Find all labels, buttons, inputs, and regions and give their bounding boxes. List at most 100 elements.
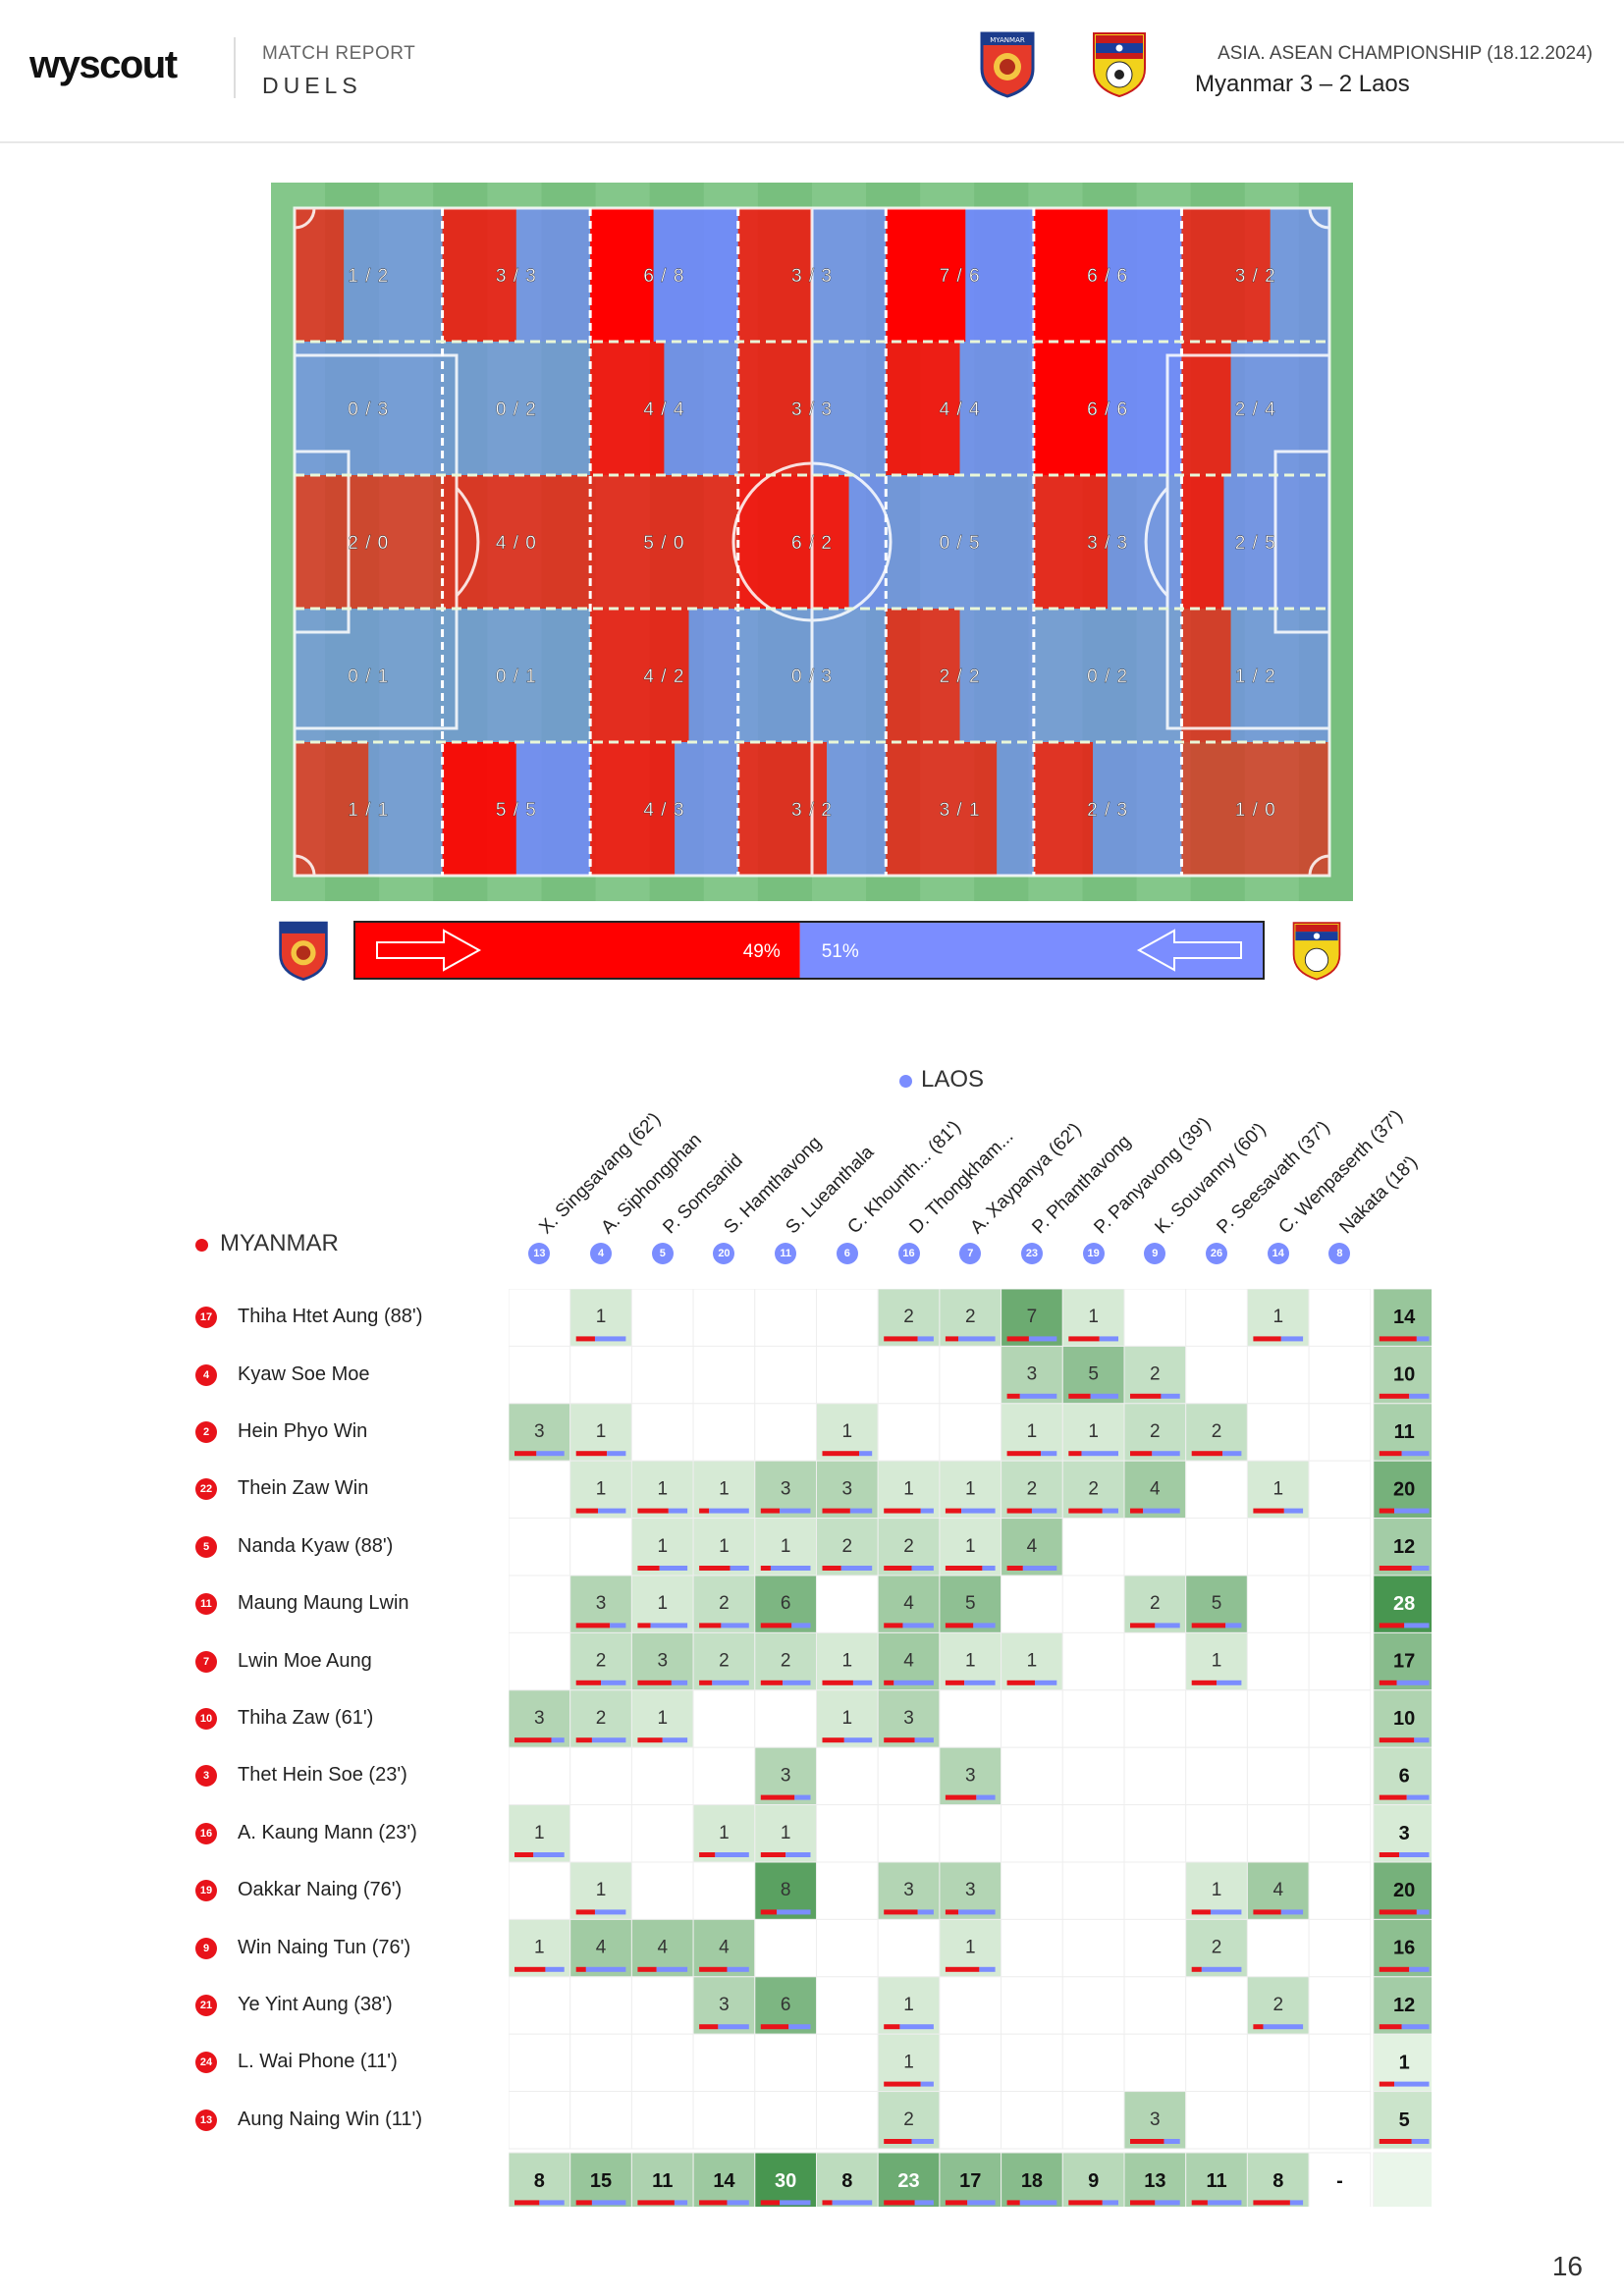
away-player-number-badge: 7 [959, 1243, 982, 1264]
cell-away-share [1034, 1680, 1057, 1685]
matrix-cell-value: 1 [781, 1536, 791, 1557]
pitch-cell-home [1181, 342, 1231, 475]
matrix-cell [1308, 1518, 1372, 1576]
cell-away-share [859, 1451, 873, 1457]
matrix-cell [1308, 1575, 1372, 1633]
cell-home-share [760, 1680, 784, 1685]
cell-home-share [1253, 1909, 1281, 1915]
column-total-cell [509, 2152, 571, 2207]
cell-away-share [545, 1966, 565, 1972]
pitch-cell-label: 0 / 3 [791, 667, 833, 687]
coltotal-away-share [1155, 2200, 1180, 2206]
pitch-cell-home [1033, 742, 1094, 876]
column-total-cell [1185, 2152, 1248, 2207]
coltotal-home-share [514, 2200, 540, 2206]
matrix-cell [1246, 1689, 1310, 1748]
home-player-number-badge: 21 [195, 1995, 217, 2016]
home-player-number-badge: 10 [195, 1708, 217, 1730]
pitch-cell-away [1033, 609, 1182, 742]
matrix-cell [754, 1403, 818, 1462]
matrix-cell [1308, 1976, 1372, 2035]
matrix-cell-value: 3 [1027, 1364, 1038, 1385]
cell-home-share [575, 1508, 599, 1514]
coltotal-home-share [945, 2200, 968, 2206]
matrix-cell-value: 1 [1088, 1307, 1099, 1327]
matrix-cell [1061, 2033, 1125, 2093]
matrix-cell-value: 1 [842, 1708, 853, 1729]
pitch-cell-home [886, 609, 960, 742]
matrix-cell-value: 1 [903, 1478, 914, 1499]
away-player-name: D. Thongkham... [904, 1126, 1017, 1239]
row-total-value: 1 [1399, 2052, 1410, 2073]
row-total-value: 5 [1399, 2109, 1410, 2131]
pitch-cell-label: 6 / 8 [643, 266, 684, 287]
pitch-cell-home [737, 475, 849, 609]
cell-away-share [591, 1737, 626, 1743]
cell-away-share [721, 1623, 749, 1629]
total-home-share [1379, 2024, 1402, 2030]
crest-text: MYANMAR [990, 36, 1025, 44]
away-player-number-badge: 16 [897, 1243, 920, 1264]
matrix-cell [509, 1345, 571, 1405]
total-home-share [1379, 1623, 1405, 1629]
cell-away-share [1028, 1336, 1057, 1342]
matrix-cell-value: 2 [965, 1307, 976, 1327]
coltotal-home-share [1130, 2200, 1156, 2206]
cell-home-share [760, 1909, 778, 1915]
pitch-cell-label: 3 / 3 [791, 400, 833, 420]
pitch-cell-label: 3 / 3 [496, 266, 537, 287]
pitch-cell-away [664, 342, 738, 475]
pitch-cell-home [442, 475, 591, 609]
pitch-cell-label: 2 / 5 [1235, 533, 1276, 554]
matrix-cell-value: 1 [719, 1478, 730, 1499]
cell-home-share [637, 1623, 651, 1629]
duels-pitch-map: 1 / 2 3 / 3 6 / 8 3 / 3 7 / 6 6 / 6 3 / 2 0 / 3… [271, 183, 1353, 901]
matrix-cell-value: 4 [903, 1593, 914, 1614]
total-away-share [1406, 1794, 1430, 1800]
matrix-cell [1061, 2091, 1125, 2150]
pitch-cell-label: 4 / 3 [643, 800, 684, 821]
pitch-cell-away [959, 609, 1034, 742]
matrix-cell [816, 1575, 879, 1633]
coltotal-away-share [1019, 2200, 1057, 2206]
matrix-cell-value: 1 [719, 1823, 730, 1843]
matrix-cell-value: 1 [903, 1995, 914, 2015]
matrix-cell-value: 3 [965, 1880, 976, 1900]
row-total-value: 6 [1399, 1765, 1410, 1787]
cell-home-share [760, 1508, 781, 1514]
cell-away-share [914, 1737, 934, 1743]
matrix-cell-value: 4 [1150, 1478, 1161, 1499]
matrix-cell [569, 1345, 632, 1405]
cell-home-share [1253, 2024, 1264, 2030]
cell-away-share [958, 1336, 996, 1342]
matrix-cell [1185, 2091, 1248, 2150]
total-home-share [1379, 1566, 1412, 1571]
matrix-cell-value: 2 [1272, 1995, 1283, 2015]
matrix-cell-value: 2 [1150, 1364, 1161, 1385]
away-player-number-badge: 6 [836, 1243, 858, 1264]
matrix-cell [1185, 1460, 1248, 1520]
matrix-cell-value: 2 [1027, 1478, 1038, 1499]
cell-away-share [601, 1680, 626, 1685]
matrix-cell [1061, 1918, 1125, 1978]
cell-home-share [945, 1909, 959, 1915]
total-away-share [1399, 1852, 1430, 1857]
cell-away-share [536, 1451, 565, 1457]
column-total-value: - [1336, 2170, 1343, 2192]
grand-total-cell [1373, 2152, 1432, 2207]
matrix-cell-value: 4 [1272, 1880, 1283, 1900]
matrix-cell [1185, 1689, 1248, 1748]
matrix-cell-value: 1 [1212, 1651, 1222, 1672]
home-player-number-badge: 17 [195, 1307, 217, 1329]
home-player-name: Thiha Zaw (61') [238, 1707, 374, 1729]
matrix-cell [754, 2091, 818, 2150]
home-player-number-badge: 7 [195, 1650, 217, 1673]
coltotal-away-share [1289, 2200, 1304, 2206]
pitch-cell-home [442, 742, 516, 876]
matrix-cell [1123, 1804, 1187, 1863]
matrix-cell [630, 1804, 694, 1863]
matrix-cell [1001, 1689, 1063, 1748]
column-total-cell [692, 2152, 756, 2207]
matrix-cell-value: 2 [903, 1307, 914, 1327]
coltotal-home-share [884, 2200, 915, 2206]
